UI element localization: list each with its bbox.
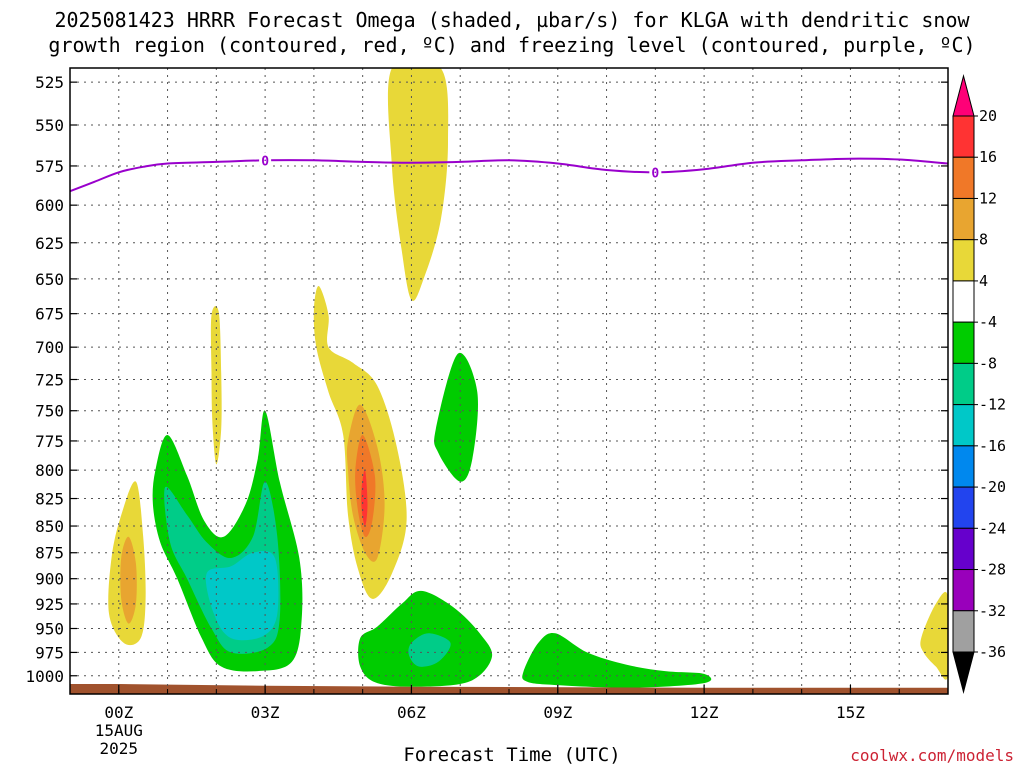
y-tick-label: 550: [35, 116, 64, 135]
freezing-level-line: [70, 157, 948, 193]
x-tick-label: 15Z: [836, 703, 865, 722]
colorbar-bin: [952, 569, 975, 612]
y-tick-label: 600: [35, 196, 64, 215]
credit-text: coolwx.com/models: [850, 746, 1014, 765]
x-tick-label: 12Z: [690, 703, 719, 722]
y-tick-label: 875: [35, 544, 64, 563]
y-tick-label: 575: [35, 157, 64, 176]
colorbar-label: -24: [979, 519, 1006, 537]
chart-title-line-1: 2025081423 HRRR Forecast Omega (shaded, …: [54, 8, 970, 32]
omega-region-6: [120, 536, 137, 624]
freezing-level-label: 0: [261, 154, 269, 169]
freezing-level-label: 0: [651, 166, 659, 181]
freezing-level-label-bg: [649, 164, 662, 181]
y-tick-label: 850: [35, 517, 64, 536]
x-axis-label: Forecast Time (UTC): [403, 744, 621, 766]
colorbar-label: -4: [979, 313, 997, 331]
colorbar-bin: [952, 239, 975, 282]
y-tick-label: 700: [35, 338, 64, 357]
colorbar: 20 16 12 8 4 -4 -8 -12 -16 -20 -24 -28 -32 -36: [952, 74, 1006, 694]
colorbar-label: 16: [979, 148, 997, 166]
omega-region-0: [387, 68, 449, 301]
y-tick-label: 1000: [25, 667, 64, 686]
colorbar-bin: [952, 610, 975, 653]
y-tick-label: 525: [35, 73, 64, 92]
y-axis: 525 550 575 600 625 650 675 700 725 750 775 800 825 8…: [25, 73, 948, 686]
colorbar-bin: [952, 362, 975, 406]
x-tick-sublabel: 2025: [100, 739, 139, 758]
colorbar-label: -36: [979, 643, 1006, 661]
colorbar-bin: [952, 321, 975, 364]
colorbar-label: -28: [979, 561, 1006, 579]
omega-region-14: [408, 633, 451, 667]
colorbar-label: -16: [979, 437, 1006, 455]
colorbar-label: -12: [979, 396, 1006, 414]
y-tick-label: 825: [35, 490, 64, 509]
y-tick-label: 925: [35, 595, 64, 614]
colorbar-label: 20: [979, 107, 997, 125]
freezing-level-label-bg: [259, 152, 272, 169]
chart-title-line-2: growth region (contoured, red, ºC) and f…: [48, 33, 976, 57]
colorbar-bin: [952, 115, 975, 158]
x-tick-label: 00Z: [104, 703, 133, 722]
colorbar-bin: [952, 156, 975, 199]
colorbar-label: 4: [979, 272, 988, 290]
y-tick-label: 725: [35, 370, 64, 389]
omega-region-8: [361, 469, 368, 527]
y-tick-label: 650: [35, 270, 64, 289]
omega-region-4: [920, 592, 948, 680]
colorbar-bin: [952, 280, 975, 323]
x-tick-label: 09Z: [543, 703, 572, 722]
omega-region-12: [522, 633, 712, 688]
y-tick-label: 950: [35, 620, 64, 639]
omega-region-15: [205, 551, 279, 641]
y-tick-label: 750: [35, 402, 64, 421]
freezing-level: 00: [70, 152, 948, 193]
x-tick-label: 06Z: [397, 703, 426, 722]
colorbar-bin: [952, 527, 975, 571]
y-tick-label: 800: [35, 461, 64, 480]
colorbar-label: 12: [979, 189, 997, 207]
colorbar-bin: [952, 404, 975, 447]
colorbar-top-triangle: [952, 74, 975, 117]
omega-region-10: [434, 352, 478, 482]
y-tick-label: 625: [35, 234, 64, 253]
colorbar-bin: [952, 197, 975, 241]
omega-region-1: [210, 306, 222, 465]
y-tick-label: 900: [35, 570, 64, 589]
colorbar-label: -32: [979, 602, 1006, 620]
y-tick-label: 675: [35, 305, 64, 324]
colorbar-label: 8: [979, 231, 988, 249]
colorbar-bin: [952, 486, 975, 529]
x-tick-sublabel: 15AUG: [95, 721, 143, 740]
colorbar-bottom-triangle: [952, 651, 975, 694]
colorbar-label: -8: [979, 354, 997, 372]
y-tick-label: 775: [35, 432, 64, 451]
colorbar-bin: [952, 445, 975, 488]
colorbar-label: -20: [979, 478, 1006, 496]
y-tick-label: 975: [35, 643, 64, 662]
x-tick-label: 03Z: [251, 703, 280, 722]
